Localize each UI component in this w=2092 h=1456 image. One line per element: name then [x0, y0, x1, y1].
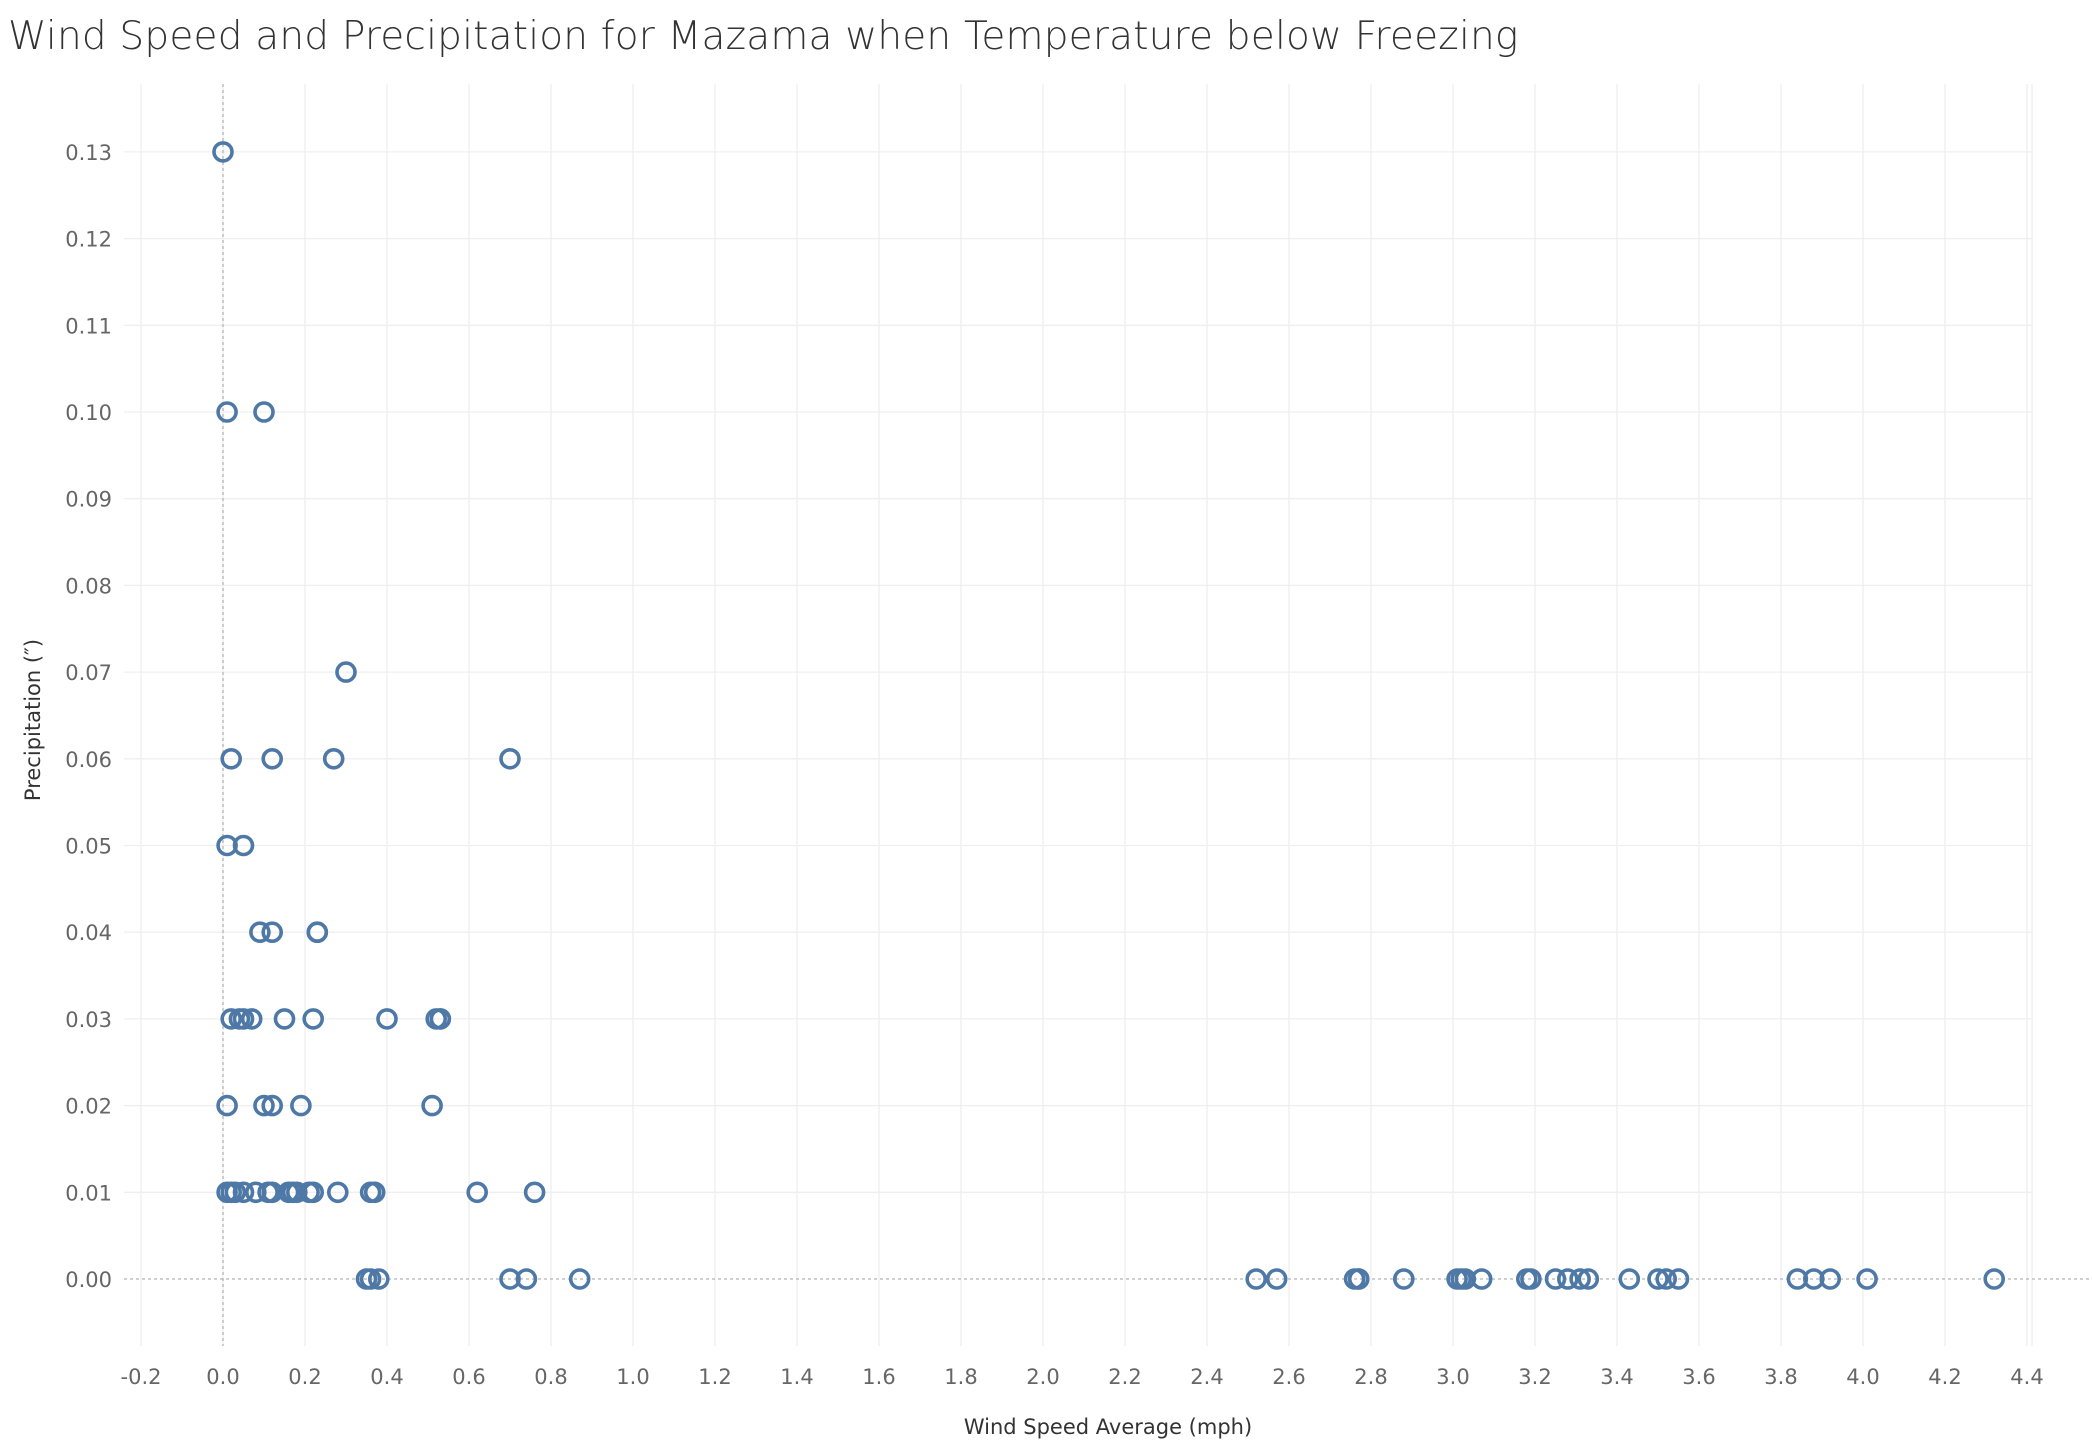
x-tick-label: 1.0: [616, 1365, 649, 1389]
data-point[interactable]: [261, 921, 284, 944]
data-point[interactable]: [1856, 1268, 1878, 1290]
x-tick-label: 0.8: [534, 1365, 567, 1389]
y-tick-label: 0.10: [65, 401, 112, 425]
y-tick-label: 0.13: [65, 141, 112, 165]
data-point[interactable]: [523, 1181, 546, 1204]
data-point[interactable]: [421, 1094, 443, 1117]
data-point[interactable]: [249, 921, 271, 944]
data-point[interactable]: [1667, 1268, 1690, 1290]
data-point[interactable]: [1819, 1268, 1841, 1290]
data-point[interactable]: [1569, 1268, 1591, 1290]
y-axis-ticks: 0.00 0.01 0.02 0.03 0.04 0.05 0.06 0.07 0.08 0.09…: [65, 141, 112, 1292]
y-tick-label: 0.00: [65, 1268, 112, 1292]
data-point[interactable]: [220, 1008, 242, 1030]
data-point[interactable]: [253, 401, 275, 423]
data-point[interactable]: [335, 661, 357, 683]
data-point[interactable]: [232, 834, 255, 857]
x-tick-label: 4.2: [1928, 1365, 1961, 1389]
data-point[interactable]: [212, 141, 234, 163]
data-point[interactable]: [1245, 1268, 1267, 1290]
x-tick-label: 1.8: [944, 1365, 977, 1389]
data-point[interactable]: [1544, 1268, 1567, 1290]
y-tick-label: 0.11: [65, 314, 112, 338]
x-axis-label: Wind Speed Average (mph): [964, 1415, 1252, 1439]
data-point[interactable]: [306, 921, 329, 944]
data-point[interactable]: [1557, 1268, 1579, 1290]
data-points: [212, 141, 2005, 1290]
x-tick-label: 0.6: [452, 1365, 485, 1389]
gridlines: [124, 84, 2033, 1346]
data-point[interactable]: [273, 1008, 296, 1030]
zero-lines: [124, 84, 2092, 1346]
x-tick-label: 4.4: [2010, 1365, 2043, 1389]
data-point[interactable]: [302, 1181, 325, 1204]
x-tick-label: 2.2: [1108, 1365, 1141, 1389]
data-point[interactable]: [253, 1094, 275, 1117]
data-point[interactable]: [499, 747, 521, 770]
data-point[interactable]: [429, 1008, 452, 1030]
data-point[interactable]: [515, 1268, 538, 1290]
y-tick-label: 0.05: [65, 835, 112, 859]
x-tick-label: 3.8: [1764, 1365, 1797, 1389]
y-tick-label: 0.07: [65, 661, 112, 685]
x-tick-label: -0.2: [121, 1365, 162, 1389]
data-point[interactable]: [1393, 1268, 1415, 1290]
data-point[interactable]: [1655, 1268, 1677, 1290]
x-tick-label: 3.0: [1436, 1365, 1469, 1389]
data-point[interactable]: [1347, 1268, 1370, 1290]
x-tick-label: 2.4: [1190, 1365, 1223, 1389]
y-tick-label: 0.06: [65, 748, 112, 772]
y-tick-label: 0.12: [65, 228, 112, 252]
chart-title: Wind Speed and Precipitation for Mazama …: [8, 14, 1519, 59]
y-tick-label: 0.08: [65, 574, 112, 598]
x-tick-label: 2.8: [1354, 1365, 1387, 1389]
x-tick-label: 1.2: [698, 1365, 731, 1389]
x-tick-label: 3.6: [1682, 1365, 1715, 1389]
x-tick-label: 1.4: [780, 1365, 813, 1389]
y-tick-label: 0.01: [65, 1181, 112, 1205]
data-point[interactable]: [1577, 1268, 1600, 1290]
x-tick-label: 0.2: [288, 1365, 321, 1389]
y-axis-label: Precipitation (″): [21, 639, 45, 801]
data-point[interactable]: [302, 1008, 325, 1030]
data-point[interactable]: [232, 1008, 255, 1030]
data-point[interactable]: [568, 1268, 591, 1290]
data-point[interactable]: [240, 1008, 263, 1030]
x-tick-label: 0.4: [370, 1365, 403, 1389]
data-point[interactable]: [220, 747, 242, 770]
data-point[interactable]: [216, 1094, 238, 1117]
data-point[interactable]: [224, 1181, 247, 1204]
x-axis-ticks: -0.2 0.0 0.2 0.4 0.6 0.8 1.0 1.2 1.4 1.6 1.8 2.0 2.2…: [121, 1365, 2044, 1389]
data-point[interactable]: [376, 1008, 398, 1030]
data-point[interactable]: [1520, 1268, 1542, 1290]
data-point[interactable]: [367, 1268, 390, 1290]
data-point[interactable]: [466, 1181, 489, 1204]
data-point[interactable]: [363, 1181, 386, 1204]
data-point[interactable]: [232, 1181, 255, 1204]
data-point[interactable]: [1647, 1268, 1669, 1290]
data-point[interactable]: [261, 747, 284, 770]
y-tick-label: 0.09: [65, 488, 112, 512]
data-point[interactable]: [326, 1181, 349, 1204]
data-point[interactable]: [1470, 1268, 1493, 1290]
data-point[interactable]: [1983, 1268, 2005, 1290]
data-point[interactable]: [1618, 1268, 1641, 1290]
x-tick-label: 0.0: [206, 1365, 239, 1389]
x-tick-label: 3.4: [1600, 1365, 1633, 1389]
x-tick-label: 3.2: [1518, 1365, 1551, 1389]
data-point[interactable]: [216, 401, 238, 423]
data-point[interactable]: [1265, 1268, 1288, 1290]
y-tick-label: 0.04: [65, 921, 112, 945]
x-tick-label: 1.6: [862, 1365, 895, 1389]
y-tick-label: 0.03: [65, 1008, 112, 1032]
x-tick-label: 2.0: [1026, 1365, 1059, 1389]
y-tick-label: 0.02: [65, 1095, 112, 1119]
data-point[interactable]: [322, 747, 345, 770]
data-point[interactable]: [359, 1268, 382, 1290]
x-tick-label: 2.6: [1272, 1365, 1305, 1389]
x-tick-label: 4.0: [1846, 1365, 1879, 1389]
data-point[interactable]: [261, 1094, 284, 1117]
data-point[interactable]: [290, 1094, 312, 1117]
